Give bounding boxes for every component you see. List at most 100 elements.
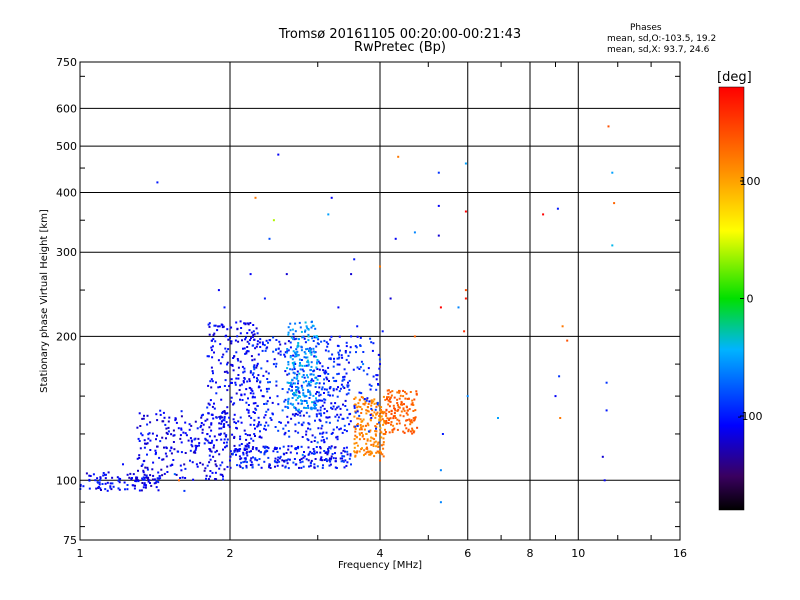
data-point bbox=[556, 207, 559, 210]
data-point bbox=[265, 410, 268, 413]
data-point bbox=[392, 415, 395, 418]
data-point bbox=[311, 337, 314, 340]
data-point bbox=[246, 443, 249, 446]
data-point bbox=[294, 382, 297, 385]
data-point bbox=[314, 436, 317, 439]
data-point bbox=[312, 324, 315, 327]
data-point bbox=[279, 447, 281, 450]
data-point bbox=[200, 414, 203, 417]
data-point bbox=[266, 378, 269, 380]
data-point bbox=[349, 351, 352, 354]
data-point bbox=[263, 427, 266, 430]
data-point bbox=[405, 427, 408, 430]
data-point bbox=[279, 353, 282, 356]
data-point bbox=[293, 458, 296, 460]
data-point bbox=[291, 378, 294, 381]
data-point bbox=[246, 434, 249, 437]
data-point bbox=[142, 460, 145, 463]
data-point bbox=[269, 467, 272, 469]
data-point bbox=[164, 452, 167, 455]
data-point bbox=[284, 370, 287, 373]
data-point bbox=[356, 422, 359, 425]
data-point bbox=[194, 448, 197, 451]
data-point bbox=[206, 464, 209, 467]
data-point bbox=[281, 459, 284, 462]
data-point bbox=[341, 431, 344, 434]
data-point bbox=[375, 413, 378, 416]
data-point bbox=[259, 430, 261, 433]
data-point bbox=[256, 362, 259, 365]
data-point bbox=[302, 392, 305, 395]
data-point bbox=[362, 369, 365, 372]
data-point bbox=[247, 444, 250, 447]
data-point bbox=[199, 426, 202, 429]
data-point bbox=[207, 412, 210, 415]
data-point bbox=[142, 478, 144, 481]
data-point bbox=[375, 434, 377, 437]
data-point bbox=[354, 428, 357, 430]
data-point bbox=[223, 419, 226, 422]
data-point bbox=[305, 407, 307, 409]
data-point bbox=[305, 325, 308, 328]
data-point bbox=[239, 438, 242, 441]
data-point bbox=[359, 336, 362, 339]
data-point bbox=[356, 406, 359, 409]
data-point bbox=[301, 400, 304, 402]
data-point bbox=[392, 424, 395, 427]
data-point bbox=[289, 356, 292, 359]
data-point bbox=[148, 432, 151, 435]
data-point bbox=[230, 342, 233, 345]
data-point bbox=[116, 476, 119, 479]
data-point bbox=[278, 457, 281, 460]
data-point bbox=[357, 402, 360, 405]
data-point bbox=[415, 392, 418, 395]
data-point bbox=[331, 453, 334, 455]
data-point bbox=[248, 380, 251, 383]
data-point bbox=[214, 471, 217, 474]
data-point bbox=[276, 464, 279, 467]
data-point bbox=[308, 390, 311, 393]
data-point bbox=[310, 321, 313, 324]
data-point bbox=[379, 459, 381, 462]
data-point bbox=[370, 443, 373, 446]
data-point bbox=[232, 403, 235, 406]
data-point bbox=[337, 372, 340, 375]
data-point bbox=[109, 486, 112, 489]
data-point bbox=[313, 400, 316, 403]
data-point bbox=[229, 450, 232, 453]
data-point bbox=[299, 362, 301, 364]
data-point bbox=[353, 406, 356, 409]
data-point bbox=[339, 387, 342, 390]
data-point bbox=[288, 458, 291, 461]
data-point bbox=[255, 448, 258, 451]
data-point bbox=[134, 484, 136, 487]
data-point bbox=[292, 335, 295, 338]
data-point bbox=[161, 474, 164, 477]
data-point bbox=[252, 446, 255, 449]
data-point bbox=[414, 416, 417, 419]
data-point bbox=[228, 425, 231, 428]
data-point bbox=[278, 421, 281, 423]
data-point bbox=[300, 349, 303, 352]
data-point bbox=[231, 381, 233, 384]
data-point bbox=[292, 403, 295, 406]
data-point bbox=[359, 418, 362, 421]
data-point bbox=[393, 415, 396, 417]
data-point bbox=[143, 483, 146, 486]
data-point bbox=[239, 448, 242, 450]
data-point bbox=[366, 409, 369, 412]
data-point bbox=[246, 454, 249, 457]
data-point bbox=[211, 345, 214, 348]
data-point bbox=[275, 348, 277, 351]
data-point bbox=[266, 390, 269, 393]
data-point bbox=[193, 438, 196, 441]
data-point bbox=[366, 373, 369, 376]
data-point bbox=[152, 474, 155, 477]
data-point bbox=[365, 447, 368, 450]
data-point bbox=[310, 381, 313, 384]
data-point bbox=[398, 389, 400, 392]
colorbar-tick-label: -100 bbox=[738, 410, 763, 423]
data-point bbox=[254, 196, 257, 199]
data-point bbox=[233, 402, 236, 405]
data-point bbox=[259, 435, 261, 438]
